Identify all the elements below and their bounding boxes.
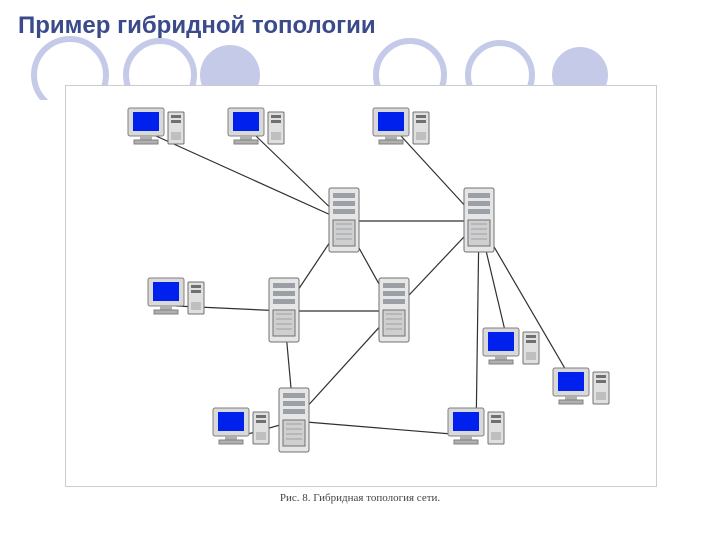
pc-node	[226, 106, 288, 163]
server-icon	[461, 186, 497, 256]
server-node	[266, 276, 302, 351]
server-icon	[276, 386, 312, 456]
diagram-nodes	[66, 86, 656, 486]
server-icon	[376, 276, 412, 346]
pc-icon	[146, 276, 208, 328]
pc-icon	[211, 406, 273, 458]
network-diagram	[65, 85, 657, 487]
server-node	[276, 386, 312, 461]
pc-node	[446, 406, 508, 463]
pc-icon	[481, 326, 543, 378]
pc-node	[481, 326, 543, 383]
pc-node	[211, 406, 273, 463]
pc-icon	[551, 366, 613, 418]
server-node	[461, 186, 497, 261]
server-node	[326, 186, 362, 261]
pc-icon	[371, 106, 433, 158]
pc-node	[126, 106, 188, 163]
pc-node	[146, 276, 208, 333]
server-node	[376, 276, 412, 351]
figure-caption: Рис. 8. Гибридная топология сети.	[0, 492, 720, 504]
pc-node	[371, 106, 433, 163]
page-title: Пример гибридной топологии	[18, 12, 376, 40]
server-icon	[266, 276, 302, 346]
pc-icon	[126, 106, 188, 158]
pc-icon	[226, 106, 288, 158]
pc-icon	[446, 406, 508, 458]
server-icon	[326, 186, 362, 256]
pc-node	[551, 366, 613, 423]
